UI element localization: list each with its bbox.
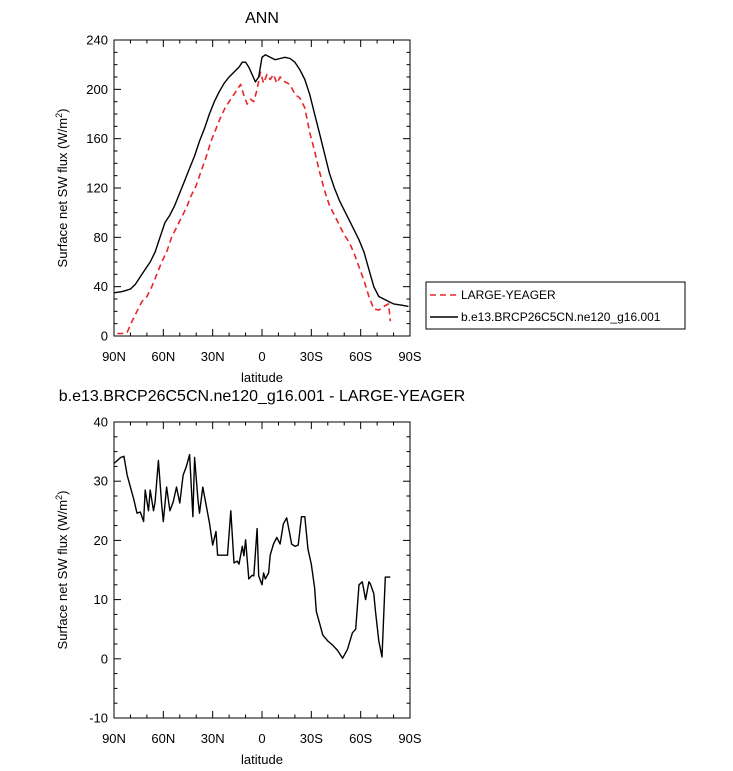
- top-title: ANN: [245, 10, 279, 27]
- bottom-y-tick-label: 0: [101, 651, 108, 666]
- top-series-line-model: [113, 54, 409, 308]
- bottom-x-tick-label: 30N: [201, 731, 225, 746]
- top-y-axis-label-end: ): [55, 109, 70, 113]
- bottom-y-tick-label: 10: [94, 592, 108, 607]
- bottom-y-tick-label: 20: [94, 533, 108, 548]
- bottom-y-axis-label-sup: 2: [54, 495, 64, 500]
- top-x-tick-label: 90N: [102, 349, 126, 364]
- bottom-x-tick-label: 30S: [300, 731, 323, 746]
- bottom-y-axis-label-end: ): [55, 491, 70, 495]
- top-x-tick-label: 60S: [349, 349, 372, 364]
- bottom-x-ticks: 90N 60N 30N 0 30S 60S 90S: [102, 422, 422, 746]
- top-y-tick-label: 240: [86, 33, 108, 48]
- top-y-tick-label: 40: [94, 279, 108, 294]
- bottom-x-tick-label: 60S: [349, 731, 372, 746]
- top-series: [113, 54, 409, 335]
- bottom-x-tick-label: 90N: [102, 731, 126, 746]
- bottom-x-tick-label: 0: [258, 731, 265, 746]
- bottom-series-line-difference: [113, 453, 391, 659]
- top-plot-frame: [113, 39, 411, 337]
- bottom-y-axis-label-text: Surface net SW flux (W/m: [55, 500, 70, 650]
- top-y-axis-label-sup: 2: [54, 113, 64, 118]
- bottom-y-axis-label: Surface net SW flux (W/m2): [54, 491, 70, 650]
- bottom-y-ticks: -10 0 10 20 30 40: [89, 415, 410, 726]
- top-x-tick-label: 30N: [201, 349, 225, 364]
- bottom-x-tick-label: 90S: [398, 731, 421, 746]
- top-x-tick-label: 0: [258, 349, 265, 364]
- legend: LARGE-YEAGER b.e13.BRCP26C5CN.ne120_g16.…: [425, 281, 686, 330]
- top-y-tick-label: 200: [86, 82, 108, 97]
- top-x-axis-label: latitude: [241, 370, 283, 385]
- bottom-x-tick-label: 60N: [151, 731, 175, 746]
- top-y-tick-label: 80: [94, 230, 108, 245]
- top-y-ticks: 0 40 80 120 160 200 240: [86, 33, 410, 344]
- top-y-axis-label: Surface net SW flux (W/m2): [54, 109, 70, 268]
- legend-label-large-yeager: LARGE-YEAGER: [461, 288, 556, 302]
- legend-box: [425, 281, 686, 330]
- bottom-x-axis-label: latitude: [241, 752, 283, 767]
- legend-label-model: b.e13.BRCP26C5CN.ne120_g16.001: [461, 310, 661, 324]
- top-x-tick-label: 30S: [300, 349, 323, 364]
- top-y-axis-label-text: Surface net SW flux (W/m: [55, 118, 70, 268]
- top-y-tick-label: 120: [86, 181, 108, 196]
- bottom-y-tick-label: 30: [94, 474, 108, 489]
- top-y-tick-label: 160: [86, 131, 108, 146]
- bottom-title: b.e13.BRCP26C5CN.ne120_g16.001 - LARGE-Y…: [59, 388, 465, 405]
- top-y-tick-label: 0: [101, 329, 108, 344]
- top-x-tick-label: 90S: [398, 349, 421, 364]
- bottom-panel: b.e13.BRCP26C5CN.ne120_g16.001 - LARGE-Y…: [54, 388, 465, 767]
- top-x-ticks: 90N 60N 30N 0 30S 60S 90S: [102, 40, 422, 364]
- top-series-line-large-yeager: [117, 71, 392, 335]
- top-x-tick-label: 60N: [151, 349, 175, 364]
- bottom-y-tick-label: -10: [89, 711, 108, 726]
- bottom-series: [113, 453, 391, 659]
- bottom-y-tick-label: 40: [94, 415, 108, 430]
